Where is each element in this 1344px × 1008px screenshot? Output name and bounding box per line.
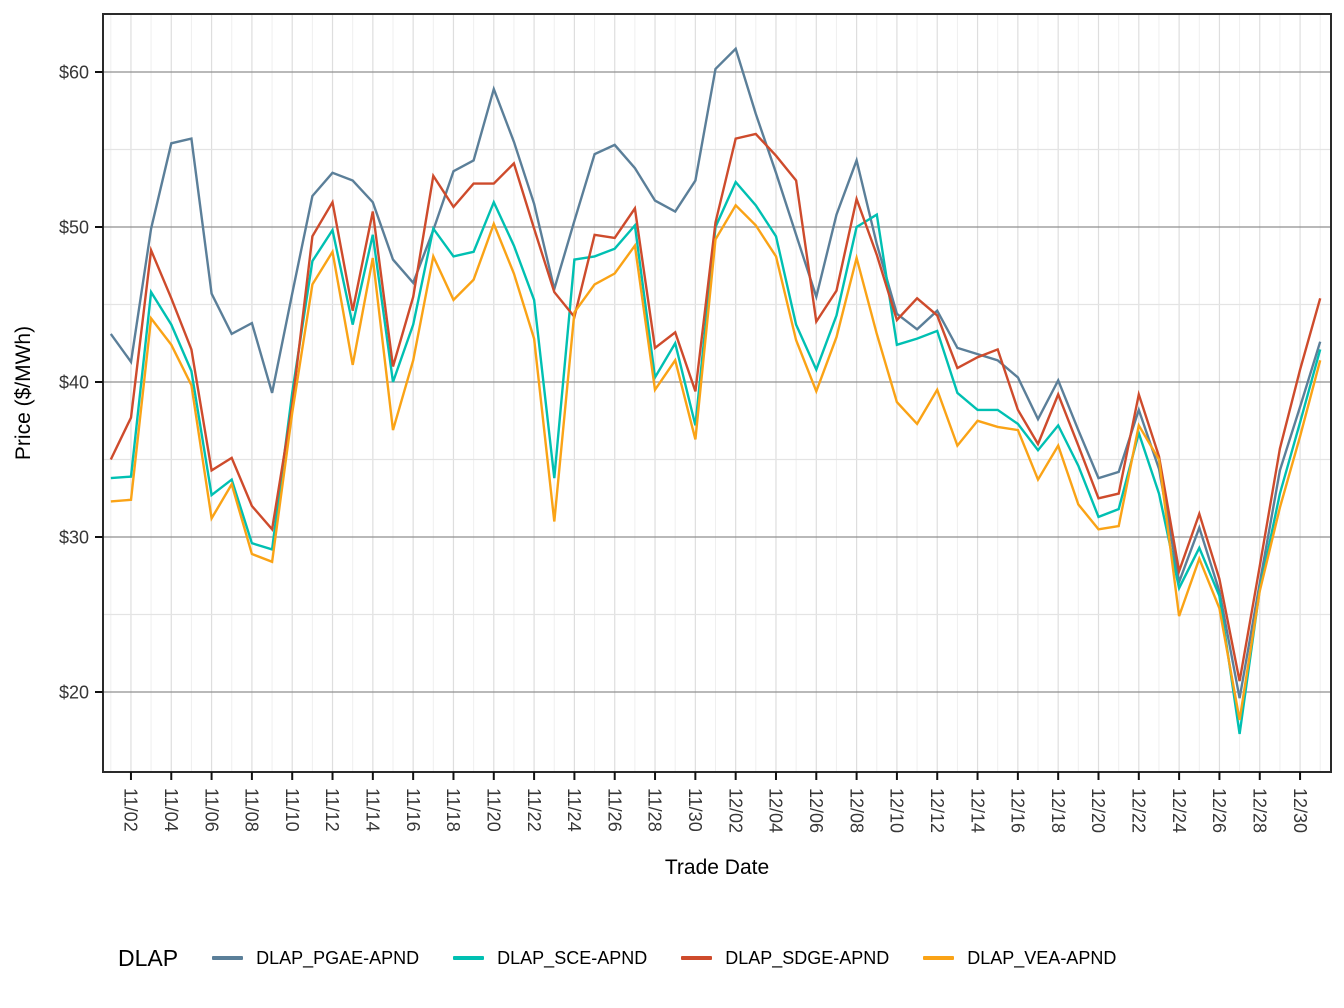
svg-text:Trade Date: Trade Date bbox=[665, 856, 769, 879]
sdge-line-key-icon bbox=[681, 956, 713, 960]
svg-text:12/10: 12/10 bbox=[887, 788, 907, 833]
legend-label-sdge: DLAP_SDGE-APND bbox=[725, 947, 890, 968]
svg-text:11/14: 11/14 bbox=[363, 788, 383, 832]
svg-text:11/26: 11/26 bbox=[604, 788, 624, 832]
svg-text:11/06: 11/06 bbox=[201, 788, 221, 832]
legend-label-pgae: DLAP_PGAE-APND bbox=[256, 947, 420, 968]
legend-title: DLAP bbox=[118, 944, 179, 971]
svg-text:12/14: 12/14 bbox=[967, 788, 987, 833]
svg-text:12/04: 12/04 bbox=[766, 788, 786, 833]
svg-text:$20: $20 bbox=[59, 682, 89, 702]
legend-item-sce[interactable]: DLAP_SCE-APND bbox=[453, 948, 647, 969]
svg-text:11/16: 11/16 bbox=[403, 788, 423, 832]
pgae-line-key-icon bbox=[212, 956, 244, 960]
svg-text:12/12: 12/12 bbox=[927, 788, 947, 833]
svg-text:12/20: 12/20 bbox=[1088, 788, 1108, 833]
legend-item-vea[interactable]: DLAP_VEA-APND bbox=[923, 948, 1116, 969]
svg-text:11/30: 11/30 bbox=[685, 788, 705, 832]
svg-text:12/02: 12/02 bbox=[725, 788, 745, 833]
svg-text:12/28: 12/28 bbox=[1249, 788, 1269, 833]
svg-text:11/12: 11/12 bbox=[322, 788, 342, 832]
legend-label-vea: DLAP_VEA-APND bbox=[967, 947, 1117, 968]
svg-text:$30: $30 bbox=[59, 527, 89, 547]
svg-text:12/24: 12/24 bbox=[1169, 788, 1189, 833]
svg-text:12/18: 12/18 bbox=[1048, 788, 1068, 833]
svg-text:11/04: 11/04 bbox=[161, 788, 181, 832]
svg-text:12/22: 12/22 bbox=[1129, 788, 1149, 833]
svg-text:11/18: 11/18 bbox=[443, 788, 463, 832]
svg-text:Price ($/MWh): Price ($/MWh) bbox=[12, 326, 35, 460]
svg-text:12/30: 12/30 bbox=[1290, 788, 1310, 833]
svg-text:11/10: 11/10 bbox=[282, 788, 302, 832]
svg-text:$60: $60 bbox=[59, 62, 89, 82]
vea-line-key-icon bbox=[923, 956, 955, 960]
svg-text:12/06: 12/06 bbox=[806, 788, 826, 833]
svg-text:11/22: 11/22 bbox=[524, 788, 544, 832]
sce-line-key-icon bbox=[453, 956, 485, 960]
svg-text:11/08: 11/08 bbox=[242, 788, 262, 832]
svg-text:11/02: 11/02 bbox=[121, 788, 141, 832]
svg-text:$50: $50 bbox=[59, 217, 89, 237]
svg-text:11/28: 11/28 bbox=[645, 788, 665, 832]
legend-item-pgae[interactable]: DLAP_PGAE-APND bbox=[212, 948, 419, 969]
svg-text:12/16: 12/16 bbox=[1008, 788, 1028, 833]
svg-text:11/24: 11/24 bbox=[564, 788, 584, 832]
svg-text:12/08: 12/08 bbox=[846, 788, 866, 833]
legend: DLAP DLAP_PGAE-APND DLAP_SCE-APND DLAP_S… bbox=[0, 918, 1344, 998]
legend-item-sdge[interactable]: DLAP_SDGE-APND bbox=[681, 948, 889, 969]
svg-text:$40: $40 bbox=[59, 372, 89, 392]
svg-text:11/20: 11/20 bbox=[483, 788, 503, 832]
svg-text:12/26: 12/26 bbox=[1209, 788, 1229, 833]
legend-label-sce: DLAP_SCE-APND bbox=[497, 947, 648, 968]
price-chart: $20 $30 $40 $50 $60 11/02 11/04 11/06 11/08 11/10… bbox=[12, 13, 1332, 879]
